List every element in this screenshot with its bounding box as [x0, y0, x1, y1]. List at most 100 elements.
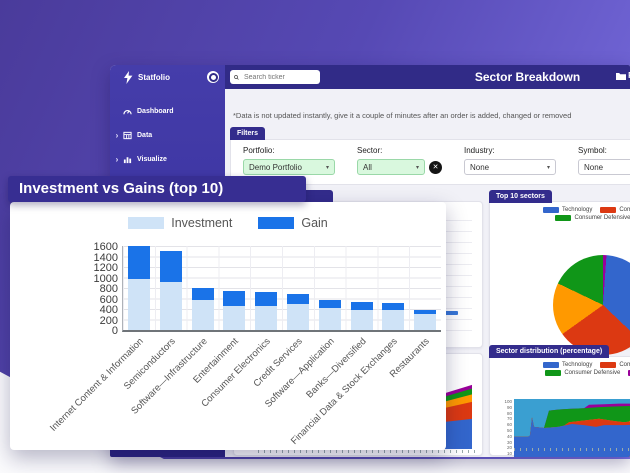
- bar-segment-gain[interactable]: [414, 309, 437, 315]
- select-value: All: [363, 162, 372, 172]
- industry-filter: Industry: None ▾: [464, 146, 556, 178]
- bar-segment-gain[interactable]: [191, 288, 214, 301]
- filter-label: Industry:: [464, 146, 495, 155]
- top10-tab[interactable]: Top 10 sectors: [489, 190, 552, 203]
- legend-label: Communication Se: [619, 207, 630, 213]
- sector-select[interactable]: All ▾: [357, 159, 425, 175]
- legend-item: Technology: [542, 207, 593, 213]
- legend-label: Technology: [561, 362, 593, 368]
- distribution-area-chart[interactable]: [514, 399, 630, 457]
- legend-item: Communication Se: [600, 207, 630, 213]
- y-axis-tick-label: 0: [111, 325, 118, 337]
- y-axis-tick-label: 400: [99, 304, 118, 316]
- symbol-select[interactable]: None▾: [578, 159, 630, 175]
- y-axis-tick-label: 1400: [93, 251, 118, 264]
- y-axis-tick-label: 1600: [93, 241, 118, 253]
- portfolio-filter: Portfolio: Demo Portfolio ▾: [243, 146, 335, 178]
- industry-select[interactable]: None ▾: [464, 159, 556, 175]
- chevron-down-icon: ▾: [546, 164, 550, 171]
- sidebar-item-visualize[interactable]: › Visualize: [110, 151, 225, 167]
- bar-segment-investment[interactable]: [159, 282, 182, 330]
- search-input[interactable]: [242, 72, 316, 82]
- y-axis-tick-label: 800: [99, 283, 118, 295]
- filter-label: Portfolio:: [243, 146, 275, 155]
- search-ticker-box[interactable]: [230, 70, 320, 84]
- y-axis-tick-label: 90: [506, 404, 512, 410]
- bar-segment-gain[interactable]: [223, 291, 246, 306]
- overlay-plot[interactable]: [122, 246, 441, 332]
- statfolio-logo-icon: [124, 70, 133, 84]
- y-axis-tick-label: 1200: [93, 262, 118, 274]
- legend-swatch: [542, 362, 559, 368]
- bar-segment-investment[interactable]: [223, 305, 246, 330]
- legend-swatch: [555, 215, 572, 221]
- bar-segment-gain[interactable]: [159, 250, 182, 283]
- page-title: Sector Breakdown: [474, 70, 581, 84]
- overlay-chart-title: Investment vs Gains (top 10): [8, 176, 306, 202]
- y-axis-tick-label: 20: [506, 445, 512, 451]
- legend-label: Consumer Defensive: [564, 370, 621, 376]
- files-button[interactable]: F: [616, 71, 630, 80]
- y-axis-tick-label: 50: [506, 428, 512, 433]
- bar-segment-investment[interactable]: [350, 310, 373, 330]
- bar-segment-gain[interactable]: [382, 302, 405, 311]
- bar-segment-investment[interactable]: [127, 279, 150, 330]
- distribution-tab[interactable]: Sector distribution (percentage): [489, 345, 610, 358]
- legend-item: Healthc: [628, 370, 630, 376]
- bar-segment-investment[interactable]: [255, 306, 278, 330]
- legend-label: Communication Se: [619, 362, 630, 368]
- sidebar-item-data[interactable]: › Data: [110, 127, 225, 143]
- bar-segment-investment[interactable]: [191, 300, 214, 330]
- bar-segment-investment[interactable]: [382, 310, 405, 330]
- bar-segment-gain[interactable]: [350, 302, 373, 311]
- sidebar-item-dashboard[interactable]: Dashboard: [110, 103, 225, 119]
- chevron-down-icon: ▾: [325, 164, 329, 171]
- bar-segment-gain[interactable]: [318, 299, 341, 309]
- y-axis-tick-label: 30: [506, 439, 512, 445]
- sector-pie-chart[interactable]: [553, 255, 630, 355]
- legend-swatch: [128, 217, 165, 229]
- symbol-filter: Symbol: None▾: [578, 146, 630, 178]
- dashboard-gauge-icon: [122, 107, 133, 116]
- select-value: Demo Portfolio: [249, 162, 302, 172]
- bar-segment-investment[interactable]: [286, 304, 309, 330]
- clear-sector-button[interactable]: ✕: [429, 160, 442, 174]
- y-axis-tick-label: 100: [504, 399, 512, 404]
- filter-label: Symbol:: [578, 146, 607, 155]
- sidebar-toggle-button[interactable]: [207, 71, 219, 83]
- legend-swatch: [628, 370, 630, 376]
- legend-swatch: [545, 370, 562, 376]
- portfolio-select[interactable]: Demo Portfolio ▾: [243, 159, 335, 175]
- search-icon: [234, 74, 239, 80]
- data-refresh-note: *Data is not updated instantly, give it …: [233, 111, 572, 120]
- y-axis-tick-label: 80: [506, 410, 512, 416]
- sidebar-item-label: Dashboard: [137, 107, 174, 115]
- bar-segment-investment[interactable]: [318, 308, 341, 330]
- filters-tab[interactable]: Filters: [230, 127, 266, 140]
- sidebar-item-label: Visualize: [137, 155, 167, 163]
- legend-item: Gain: [258, 216, 328, 230]
- legend-swatch: [542, 207, 559, 213]
- toggle-dot-icon: [208, 72, 218, 82]
- legend-swatch: [258, 217, 295, 229]
- x-axis-ticks: [258, 450, 480, 453]
- bar-segment-gain[interactable]: [286, 293, 309, 305]
- chevron-right-icon: ›: [115, 154, 119, 164]
- bar-segment-gain[interactable]: [127, 246, 150, 280]
- select-value: None: [470, 162, 490, 172]
- legend-item: Technology: [542, 362, 593, 368]
- bar-segment-investment[interactable]: [414, 314, 437, 330]
- y-axis-tick-label: 600: [99, 293, 118, 306]
- files-label: F: [628, 71, 630, 80]
- chevron-down-icon: ▾: [415, 164, 419, 171]
- sidebar-item-label: Data: [137, 131, 153, 139]
- bar-segment-gain[interactable]: [255, 292, 278, 307]
- y-axis-tick-label: 200: [99, 314, 118, 327]
- legend-label: Technology: [561, 207, 593, 213]
- legend-item: Communication Se: [600, 362, 630, 368]
- legend-label: Gain: [301, 216, 328, 230]
- brand-name: Statfolio: [138, 72, 170, 82]
- filter-label: Sector:: [357, 146, 383, 155]
- y-axis-tick-label: 60: [506, 422, 512, 428]
- top-bar: Sector Breakdown F: [225, 65, 630, 89]
